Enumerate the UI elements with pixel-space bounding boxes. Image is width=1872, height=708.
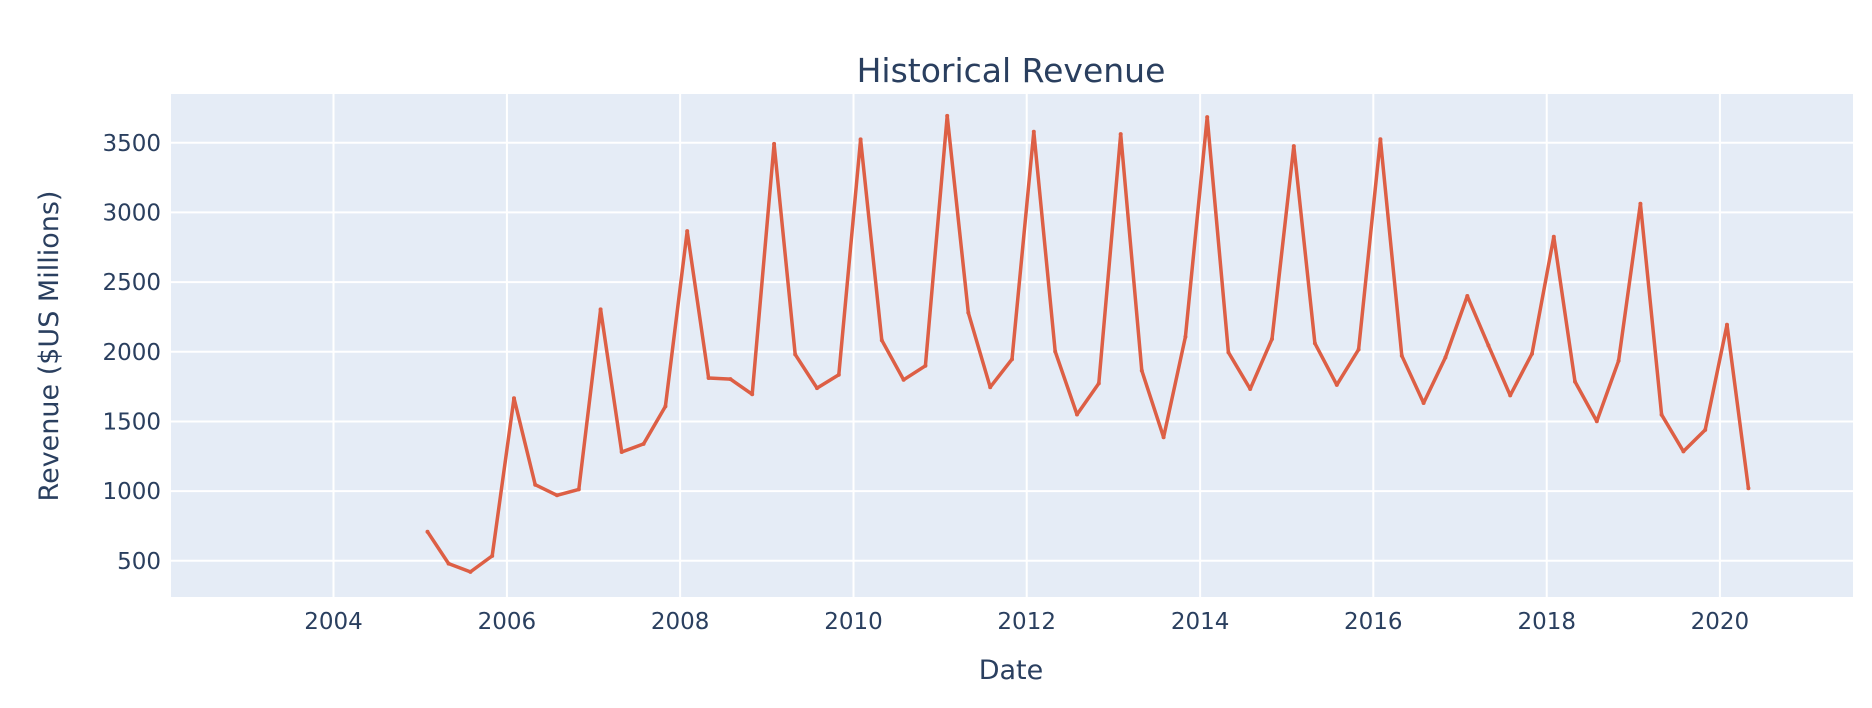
data-point	[815, 386, 819, 391]
x-tick-label: 2018	[1517, 609, 1576, 635]
x-tick-label: 2016	[1344, 609, 1403, 635]
data-point	[1053, 349, 1058, 354]
revenue-series-line	[426, 114, 1751, 574]
data-point	[1551, 234, 1556, 239]
data-point	[576, 487, 581, 492]
data-point	[1139, 368, 1144, 373]
data-point	[1486, 343, 1491, 348]
data-point	[446, 561, 451, 566]
y-tick-label: 1500	[102, 409, 161, 435]
y-tick-label: 3500	[102, 131, 161, 157]
data-point	[1508, 393, 1513, 398]
data-point	[988, 385, 993, 390]
x-tick-label: 2014	[1171, 609, 1230, 635]
data-point	[1291, 144, 1296, 149]
data-point	[598, 307, 603, 312]
data-point	[1248, 387, 1253, 391]
data-point	[533, 482, 538, 487]
data-point	[1594, 419, 1599, 424]
data-point	[728, 377, 733, 382]
data-point	[1659, 412, 1664, 417]
data-point	[1096, 381, 1101, 386]
data-point	[1205, 115, 1210, 120]
data-point	[1226, 350, 1231, 355]
data-point	[1312, 341, 1317, 346]
data-point	[1270, 337, 1274, 341]
data-point	[1075, 412, 1079, 417]
data-point	[1530, 351, 1534, 356]
y-axis-tick-labels: 500 1000 1500 2000 2500 3000 3500	[102, 131, 161, 575]
data-point	[901, 377, 906, 382]
data-point	[836, 372, 841, 377]
gridlines	[171, 94, 1853, 597]
data-point	[555, 493, 559, 498]
data-point	[1356, 347, 1361, 352]
data-point	[512, 396, 516, 401]
data-point	[1573, 379, 1577, 384]
x-axis-tick-labels: 2004 2006 2008 2010 2012 2014 2016 2018 2020	[304, 609, 1749, 635]
x-tick-label: 2010	[824, 609, 883, 635]
data-point	[1616, 358, 1621, 363]
y-tick-label: 1000	[102, 479, 161, 505]
data-point	[641, 441, 646, 446]
data-point	[1465, 294, 1470, 298]
data-point	[1421, 401, 1426, 405]
chart-title: Historical Revenue	[857, 51, 1166, 90]
data-point	[1443, 355, 1448, 360]
data-point	[1681, 449, 1686, 454]
data-point	[1399, 353, 1404, 358]
data-point	[1638, 201, 1643, 206]
data-point	[619, 450, 624, 454]
y-tick-label: 500	[117, 549, 161, 575]
x-tick-label: 2008	[651, 609, 710, 635]
data-point	[663, 404, 668, 409]
x-tick-label: 2006	[478, 609, 537, 635]
data-point	[858, 137, 863, 142]
data-point	[1010, 357, 1014, 362]
data-point	[793, 352, 798, 357]
data-point	[685, 229, 690, 234]
series-layer	[425, 113, 1751, 574]
data-point	[945, 113, 950, 118]
data-point	[468, 569, 473, 574]
data-point	[1118, 132, 1123, 137]
y-tick-label: 2000	[102, 340, 161, 366]
data-point	[1334, 382, 1339, 387]
x-tick-label: 2020	[1691, 609, 1750, 635]
data-point	[750, 392, 755, 397]
data-point	[706, 376, 711, 380]
data-point	[879, 338, 884, 343]
data-point	[923, 363, 928, 368]
data-point	[1746, 486, 1751, 491]
data-point	[1031, 129, 1036, 134]
data-point	[1161, 435, 1166, 440]
x-tick-label: 2012	[997, 609, 1056, 635]
data-point	[1183, 334, 1188, 339]
y-tick-label: 3000	[102, 200, 161, 226]
data-point	[490, 553, 495, 558]
data-point	[772, 141, 777, 146]
data-point	[966, 310, 971, 315]
data-point	[1703, 427, 1708, 432]
data-point	[1378, 137, 1383, 142]
x-axis-title: Date	[979, 655, 1044, 686]
y-axis-title: Revenue ($US Millions)	[34, 191, 65, 502]
data-point	[1725, 322, 1729, 327]
data-point	[425, 529, 430, 534]
y-tick-label: 2500	[102, 270, 161, 296]
x-tick-label: 2004	[304, 609, 363, 635]
